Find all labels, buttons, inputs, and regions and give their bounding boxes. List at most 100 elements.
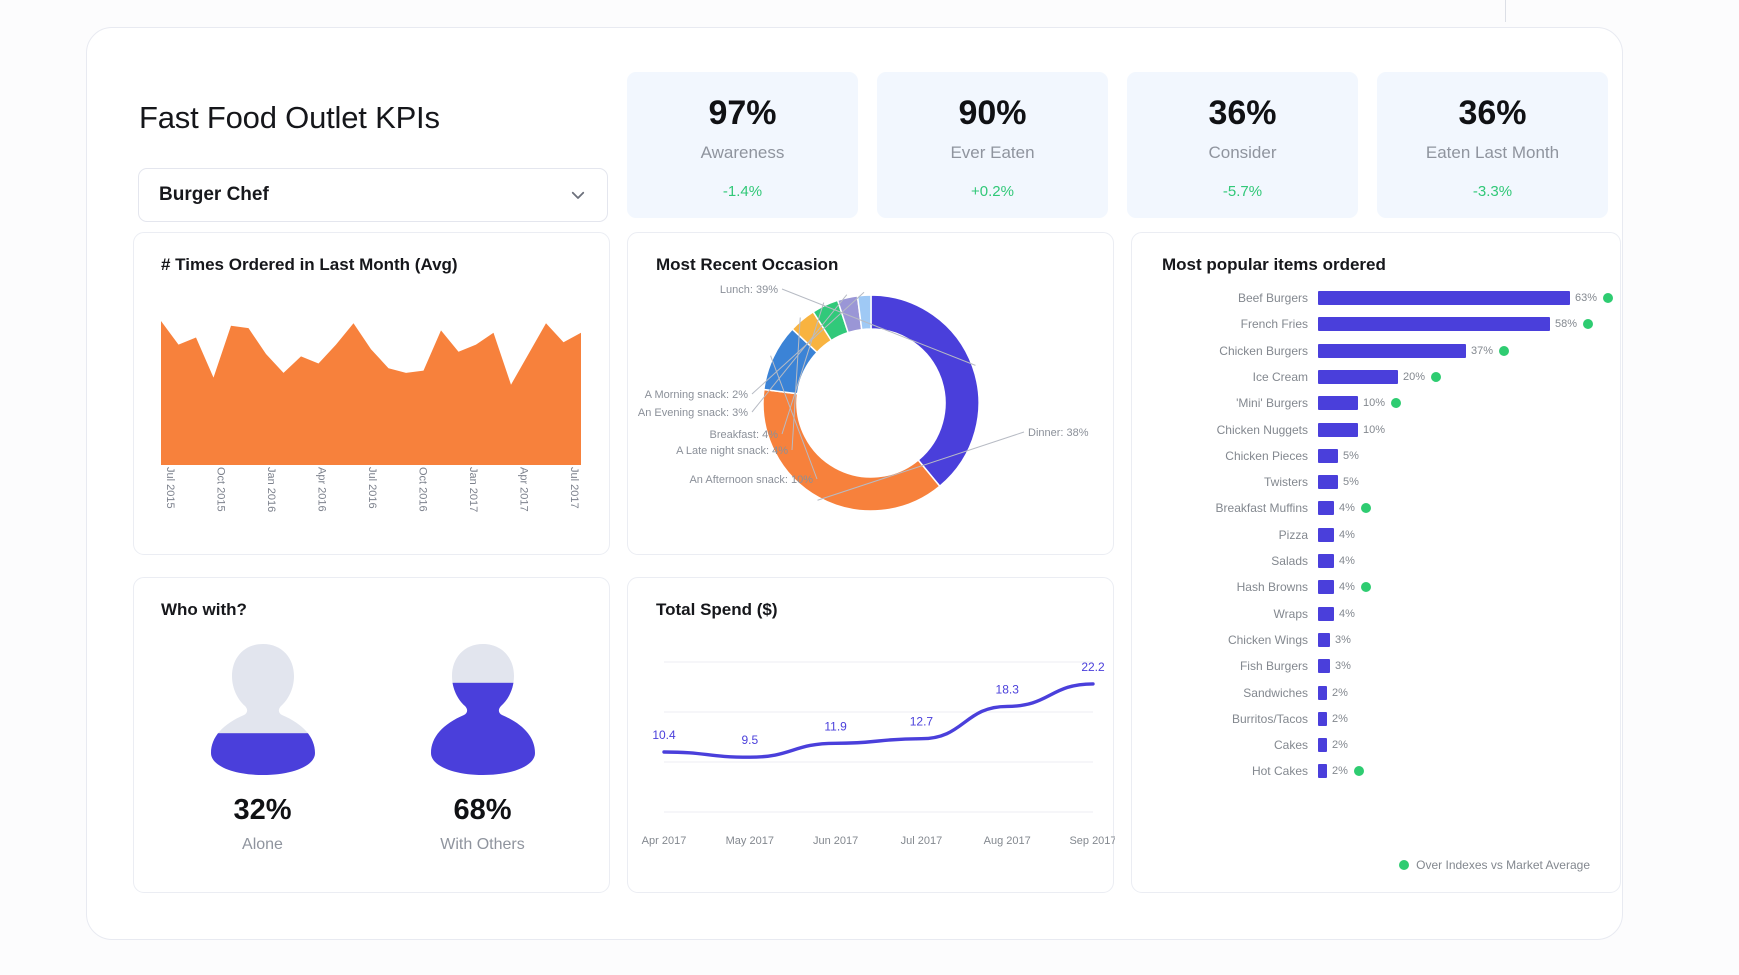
bar-track: 5% bbox=[1318, 448, 1359, 463]
bar-label: Hash Browns bbox=[1236, 580, 1308, 595]
bar-row[interactable]: 'Mini' Burgers 10% bbox=[1132, 390, 1622, 416]
kpi-value: 90% bbox=[958, 94, 1027, 132]
bar-row[interactable]: Chicken Burgers 37% bbox=[1132, 338, 1622, 364]
card-most-recent-occasion: Most Recent Occasion Lunch: 39% Dinner: 3… bbox=[627, 232, 1114, 555]
bar-fill bbox=[1318, 632, 1330, 647]
over-index-dot-icon bbox=[1399, 860, 1410, 870]
pictogram-label-alone: Alone bbox=[242, 836, 283, 853]
kpi-delta: +0.2% bbox=[971, 183, 1014, 200]
bar-value: 10% bbox=[1363, 423, 1386, 436]
area-chart-times-ordered[interactable] bbox=[161, 295, 581, 465]
bar-label: Chicken Wings bbox=[1227, 632, 1308, 647]
bar-row[interactable]: Pizza 4% bbox=[1132, 522, 1622, 548]
card-title-who-with: Who with? bbox=[161, 600, 247, 619]
kpi-card-consider[interactable]: 36% Consider -5.7% bbox=[1127, 72, 1358, 218]
card-title-total-spend: Total Spend ($) bbox=[656, 600, 778, 619]
bar-chart-popular-items[interactable]: Beef Burgers 63% French Fries 58% Chicken Bu… bbox=[1132, 285, 1622, 845]
donut-label: An Evening snack: 3% bbox=[638, 407, 748, 419]
bar-track: 4% bbox=[1318, 580, 1371, 595]
bar-fill bbox=[1318, 396, 1358, 411]
area-x-tick: Oct 2016 bbox=[416, 467, 429, 512]
bar-track: 2% bbox=[1318, 685, 1348, 700]
kpi-label: Awareness bbox=[700, 143, 785, 162]
bar-row[interactable]: Breakfast Muffins 4% bbox=[1132, 495, 1622, 521]
bar-label: Hot Cakes bbox=[1251, 764, 1308, 779]
line-point-label: 12.7 bbox=[910, 715, 934, 729]
over-index-dot-icon bbox=[1431, 371, 1442, 382]
kpi-label: Eaten Last Month bbox=[1425, 143, 1560, 162]
bar-value: 3% bbox=[1335, 660, 1351, 673]
bar-row[interactable]: Ice Cream 20% bbox=[1132, 364, 1622, 390]
line-point-label: 10.4 bbox=[652, 728, 676, 742]
area-x-tick: Jul 2015 bbox=[164, 467, 176, 509]
area-x-tick: Jul 2016 bbox=[366, 467, 378, 509]
line-x-tick: Jul 2017 bbox=[901, 835, 943, 847]
card-popular-items: Most popular items ordered Beef Burgers 6… bbox=[1131, 232, 1621, 893]
line-point-label: 22.2 bbox=[1081, 660, 1105, 674]
line-chart-total-spend[interactable]: 10.4 9.5 11.9 12.7 18.3 22.2 Apr 2017 May 2017 J… bbox=[628, 626, 1115, 876]
bar-row[interactable]: Chicken Nuggets 10% bbox=[1132, 417, 1622, 443]
bar-row[interactable]: Wraps 4% bbox=[1132, 601, 1622, 627]
bar-track: 10% bbox=[1318, 422, 1386, 437]
bar-label: Fish Burgers bbox=[1239, 659, 1308, 674]
bar-row[interactable]: Twisters 5% bbox=[1132, 469, 1622, 495]
area-x-tick: Oct 2015 bbox=[214, 467, 227, 512]
bar-row[interactable]: Sandwiches 2% bbox=[1132, 680, 1622, 706]
pictogram-alone[interactable]: 32% Alone bbox=[188, 638, 338, 878]
kpi-value: 36% bbox=[1208, 94, 1277, 132]
bar-track: 2% bbox=[1318, 764, 1364, 779]
donut-segment[interactable] bbox=[870, 294, 980, 488]
bar-row[interactable]: French Fries 58% bbox=[1132, 311, 1622, 337]
bar-row[interactable]: Hot Cakes 2% bbox=[1132, 758, 1622, 784]
kpi-card-eaten-last-month[interactable]: 36% Eaten Last Month -3.3% bbox=[1377, 72, 1608, 218]
donut-label: A Late night snack: 4% bbox=[676, 445, 788, 457]
bar-track: 4% bbox=[1318, 554, 1355, 568]
area-x-tick: Jul 2017 bbox=[568, 467, 580, 509]
kpi-card-ever-eaten[interactable]: 90% Ever Eaten +0.2% bbox=[877, 72, 1108, 218]
donut-segment[interactable] bbox=[856, 294, 872, 331]
bar-row[interactable]: Chicken Pieces 5% bbox=[1132, 443, 1622, 469]
bar-track: 2% bbox=[1318, 738, 1348, 753]
bar-row[interactable]: Salads 4% bbox=[1132, 548, 1622, 574]
bar-track: 3% bbox=[1318, 659, 1351, 674]
pictogram-group-who-with: 32% Alone bbox=[134, 638, 611, 878]
bar-fill bbox=[1318, 343, 1466, 358]
bar-fill bbox=[1318, 291, 1570, 305]
bar-value: 2% bbox=[1332, 686, 1348, 699]
kpi-value: 97% bbox=[708, 94, 777, 132]
bar-row[interactable]: Cakes 2% bbox=[1132, 732, 1622, 758]
bar-value: 4% bbox=[1339, 502, 1355, 515]
bar-fill bbox=[1318, 501, 1334, 516]
bar-row[interactable]: Burritos/Tacos 2% bbox=[1132, 706, 1622, 732]
bar-row[interactable]: Hash Browns 4% bbox=[1132, 574, 1622, 600]
bar-fill bbox=[1318, 448, 1338, 463]
kpi-value: 36% bbox=[1458, 94, 1527, 132]
bar-row[interactable]: Fish Burgers 3% bbox=[1132, 653, 1622, 679]
kpi-delta: -5.7% bbox=[1222, 183, 1263, 200]
bar-row[interactable]: Beef Burgers 63% bbox=[1132, 285, 1622, 311]
pictogram-with-others[interactable]: 68% With Others bbox=[408, 638, 558, 878]
donut-chart-occasion[interactable]: Lunch: 39% Dinner: 38% An Afternoon snack:… bbox=[628, 273, 1115, 545]
brand-select[interactable]: Burger Chef bbox=[138, 168, 608, 222]
bar-value: 20% bbox=[1403, 370, 1426, 383]
bar-label: French Fries bbox=[1240, 317, 1308, 332]
bar-value: 2% bbox=[1332, 765, 1348, 778]
bar-track: 4% bbox=[1318, 501, 1371, 516]
bar-fill bbox=[1318, 659, 1330, 674]
bar-track: 63% bbox=[1318, 291, 1614, 305]
bar-fill bbox=[1318, 317, 1550, 332]
bar-label: Sandwiches bbox=[1243, 685, 1308, 700]
area-chart-x-axis-labels: Jul 2015 Oct 2015 Jan 2016 Apr 2016 Jul 2016… bbox=[161, 467, 581, 537]
person-icon bbox=[198, 638, 328, 778]
bar-value: 63% bbox=[1575, 292, 1598, 304]
bar-track: 4% bbox=[1318, 527, 1355, 542]
bar-row[interactable]: Chicken Wings 3% bbox=[1132, 627, 1622, 653]
bar-fill bbox=[1318, 475, 1338, 490]
bar-label: Breakfast Muffins bbox=[1215, 501, 1308, 516]
donut-segment[interactable] bbox=[762, 388, 941, 512]
bar-label: Burritos/Tacos bbox=[1231, 711, 1308, 726]
card-title-times-ordered: # Times Ordered in Last Month (Avg) bbox=[161, 255, 458, 274]
line-x-tick: Sep 2017 bbox=[1069, 835, 1115, 847]
kpi-card-awareness[interactable]: 97% Awareness -1.4% bbox=[627, 72, 858, 218]
card-title-popular-items: Most popular items ordered bbox=[1162, 255, 1386, 274]
